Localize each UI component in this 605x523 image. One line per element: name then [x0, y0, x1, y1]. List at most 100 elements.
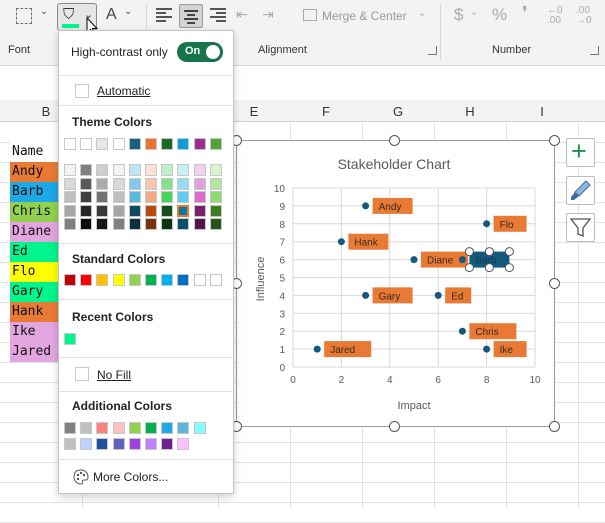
data-point[interactable] — [458, 327, 466, 335]
additional-color-swatch[interactable] — [161, 438, 174, 450]
automatic-option[interactable]: Automatic — [59, 81, 235, 103]
resize-handle-bottom-center[interactable] — [389, 421, 400, 432]
name-cell[interactable]: Barb — [10, 182, 58, 202]
data-point[interactable] — [434, 291, 442, 299]
high-contrast-toggle[interactable]: On — [177, 42, 223, 62]
decrease-decimal-icon[interactable]: .00 →0 — [576, 5, 592, 26]
theme-shade-swatch[interactable] — [193, 177, 206, 190]
standard-color-swatch[interactable] — [161, 274, 174, 286]
additional-color-swatch[interactable] — [161, 422, 174, 434]
increase-decimal-icon[interactable]: ←0.00 — [547, 5, 563, 26]
theme-shade-swatch[interactable] — [209, 177, 222, 190]
theme-color-swatch[interactable] — [96, 138, 109, 150]
theme-shade-swatch[interactable] — [193, 218, 206, 230]
theme-color-swatch[interactable] — [112, 138, 125, 150]
chart-elements-button[interactable]: + — [566, 136, 595, 167]
additional-color-swatch[interactable] — [128, 438, 141, 450]
theme-shade-swatch[interactable] — [209, 218, 222, 230]
theme-color-swatch[interactable] — [209, 138, 222, 150]
theme-shade-swatch[interactable] — [64, 218, 76, 230]
column-header-e[interactable]: E — [249, 104, 259, 119]
data-label-box[interactable] — [493, 215, 527, 232]
recent-color-swatch[interactable] — [64, 333, 76, 345]
standard-color-swatch[interactable] — [145, 274, 157, 286]
comma-style-icon[interactable]: ❜ — [522, 3, 528, 23]
additional-color-swatch[interactable] — [193, 422, 206, 434]
name-cell[interactable]: Gary — [10, 282, 58, 302]
label-selection-handle[interactable] — [484, 247, 494, 257]
additional-color-swatch[interactable] — [177, 422, 190, 434]
additional-color-swatch[interactable] — [80, 438, 93, 450]
data-point[interactable] — [458, 256, 466, 264]
theme-color-swatch[interactable] — [177, 138, 190, 150]
theme-shade-swatch[interactable] — [112, 204, 125, 217]
name-cell[interactable]: Ike — [10, 322, 58, 342]
theme-shade-swatch[interactable] — [145, 204, 157, 217]
percent-button[interactable]: % — [492, 5, 508, 24]
theme-shade-swatch[interactable] — [177, 218, 190, 230]
theme-shade-swatch[interactable] — [128, 177, 141, 190]
data-label[interactable]: Ed — [451, 291, 463, 302]
name-cell[interactable]: Ed — [10, 242, 58, 262]
theme-shade-swatch[interactable] — [96, 164, 109, 176]
theme-shade-swatch[interactable] — [80, 218, 93, 230]
theme-shade-swatch[interactable] — [112, 164, 125, 176]
alignment-launcher-icon[interactable] — [428, 46, 437, 55]
theme-shade-swatch[interactable] — [161, 177, 174, 190]
name-cell[interactable]: Hank — [10, 302, 58, 322]
theme-shade-swatch[interactable] — [128, 218, 141, 230]
theme-shade-swatch[interactable] — [161, 191, 174, 203]
column-header-h[interactable]: H — [465, 104, 475, 119]
theme-shade-swatch[interactable] — [96, 218, 109, 230]
stakeholder-chart[interactable]: Stakeholder Chart 0 1 2 3 4 5 6 7 8 9 10 0 2 4 6 8 10 An… — [236, 140, 555, 427]
data-point[interactable] — [410, 256, 418, 264]
theme-color-swatch[interactable] — [128, 138, 141, 150]
number-launcher-icon[interactable] — [590, 46, 599, 55]
data-label[interactable]: Barb — [475, 256, 497, 267]
chart-title[interactable]: Stakeholder Chart — [338, 156, 451, 172]
data-label-box[interactable] — [469, 323, 517, 340]
theme-shade-swatch[interactable] — [145, 218, 157, 230]
name-cell[interactable]: Flo — [10, 262, 58, 282]
data-point[interactable] — [313, 345, 321, 353]
theme-shade-swatch[interactable] — [193, 164, 206, 176]
label-selection-handle[interactable] — [504, 247, 514, 257]
theme-shade-swatch[interactable] — [177, 204, 190, 217]
column-header-b[interactable]: B — [41, 104, 51, 119]
name-cell[interactable]: Jared — [10, 342, 58, 362]
resize-handle-bottom-right[interactable] — [549, 421, 560, 432]
additional-color-swatch[interactable] — [112, 422, 125, 434]
standard-color-swatch[interactable] — [96, 274, 109, 286]
data-label-box[interactable] — [445, 287, 472, 304]
additional-color-swatch[interactable] — [64, 438, 76, 450]
theme-shade-swatch[interactable] — [161, 204, 174, 217]
data-label-box[interactable] — [372, 287, 413, 304]
additional-color-swatch[interactable] — [145, 422, 157, 434]
chart-styles-button[interactable] — [566, 176, 595, 205]
theme-shade-swatch[interactable] — [64, 191, 76, 203]
data-point[interactable] — [337, 238, 345, 246]
theme-shade-swatch[interactable] — [209, 191, 222, 203]
theme-color-swatch[interactable] — [145, 138, 157, 150]
additional-color-swatch[interactable] — [96, 422, 109, 434]
more-colors-option[interactable]: More Colors... — [59, 467, 235, 489]
align-left-icon[interactable] — [156, 8, 172, 22]
resize-handle-middle-right[interactable] — [549, 278, 560, 289]
theme-shade-swatch[interactable] — [64, 164, 76, 176]
no-fill-option[interactable]: No Fill — [59, 365, 235, 387]
borders-icon[interactable] — [16, 8, 32, 24]
name-cell[interactable]: Diane — [10, 222, 58, 242]
theme-shade-swatch[interactable] — [128, 204, 141, 217]
resize-handle-top-center[interactable] — [389, 135, 400, 146]
theme-color-swatch[interactable] — [64, 138, 76, 150]
label-selection-handle[interactable] — [464, 263, 474, 273]
theme-shade-swatch[interactable] — [177, 177, 190, 190]
data-label-box[interactable] — [348, 233, 389, 250]
theme-color-swatch[interactable] — [161, 138, 174, 150]
theme-shade-swatch[interactable] — [64, 177, 76, 190]
theme-shade-swatch[interactable] — [128, 191, 141, 203]
data-point[interactable] — [483, 220, 491, 228]
standard-color-swatch[interactable] — [128, 274, 141, 286]
additional-color-swatch[interactable] — [112, 438, 125, 450]
theme-shade-swatch[interactable] — [96, 177, 109, 190]
